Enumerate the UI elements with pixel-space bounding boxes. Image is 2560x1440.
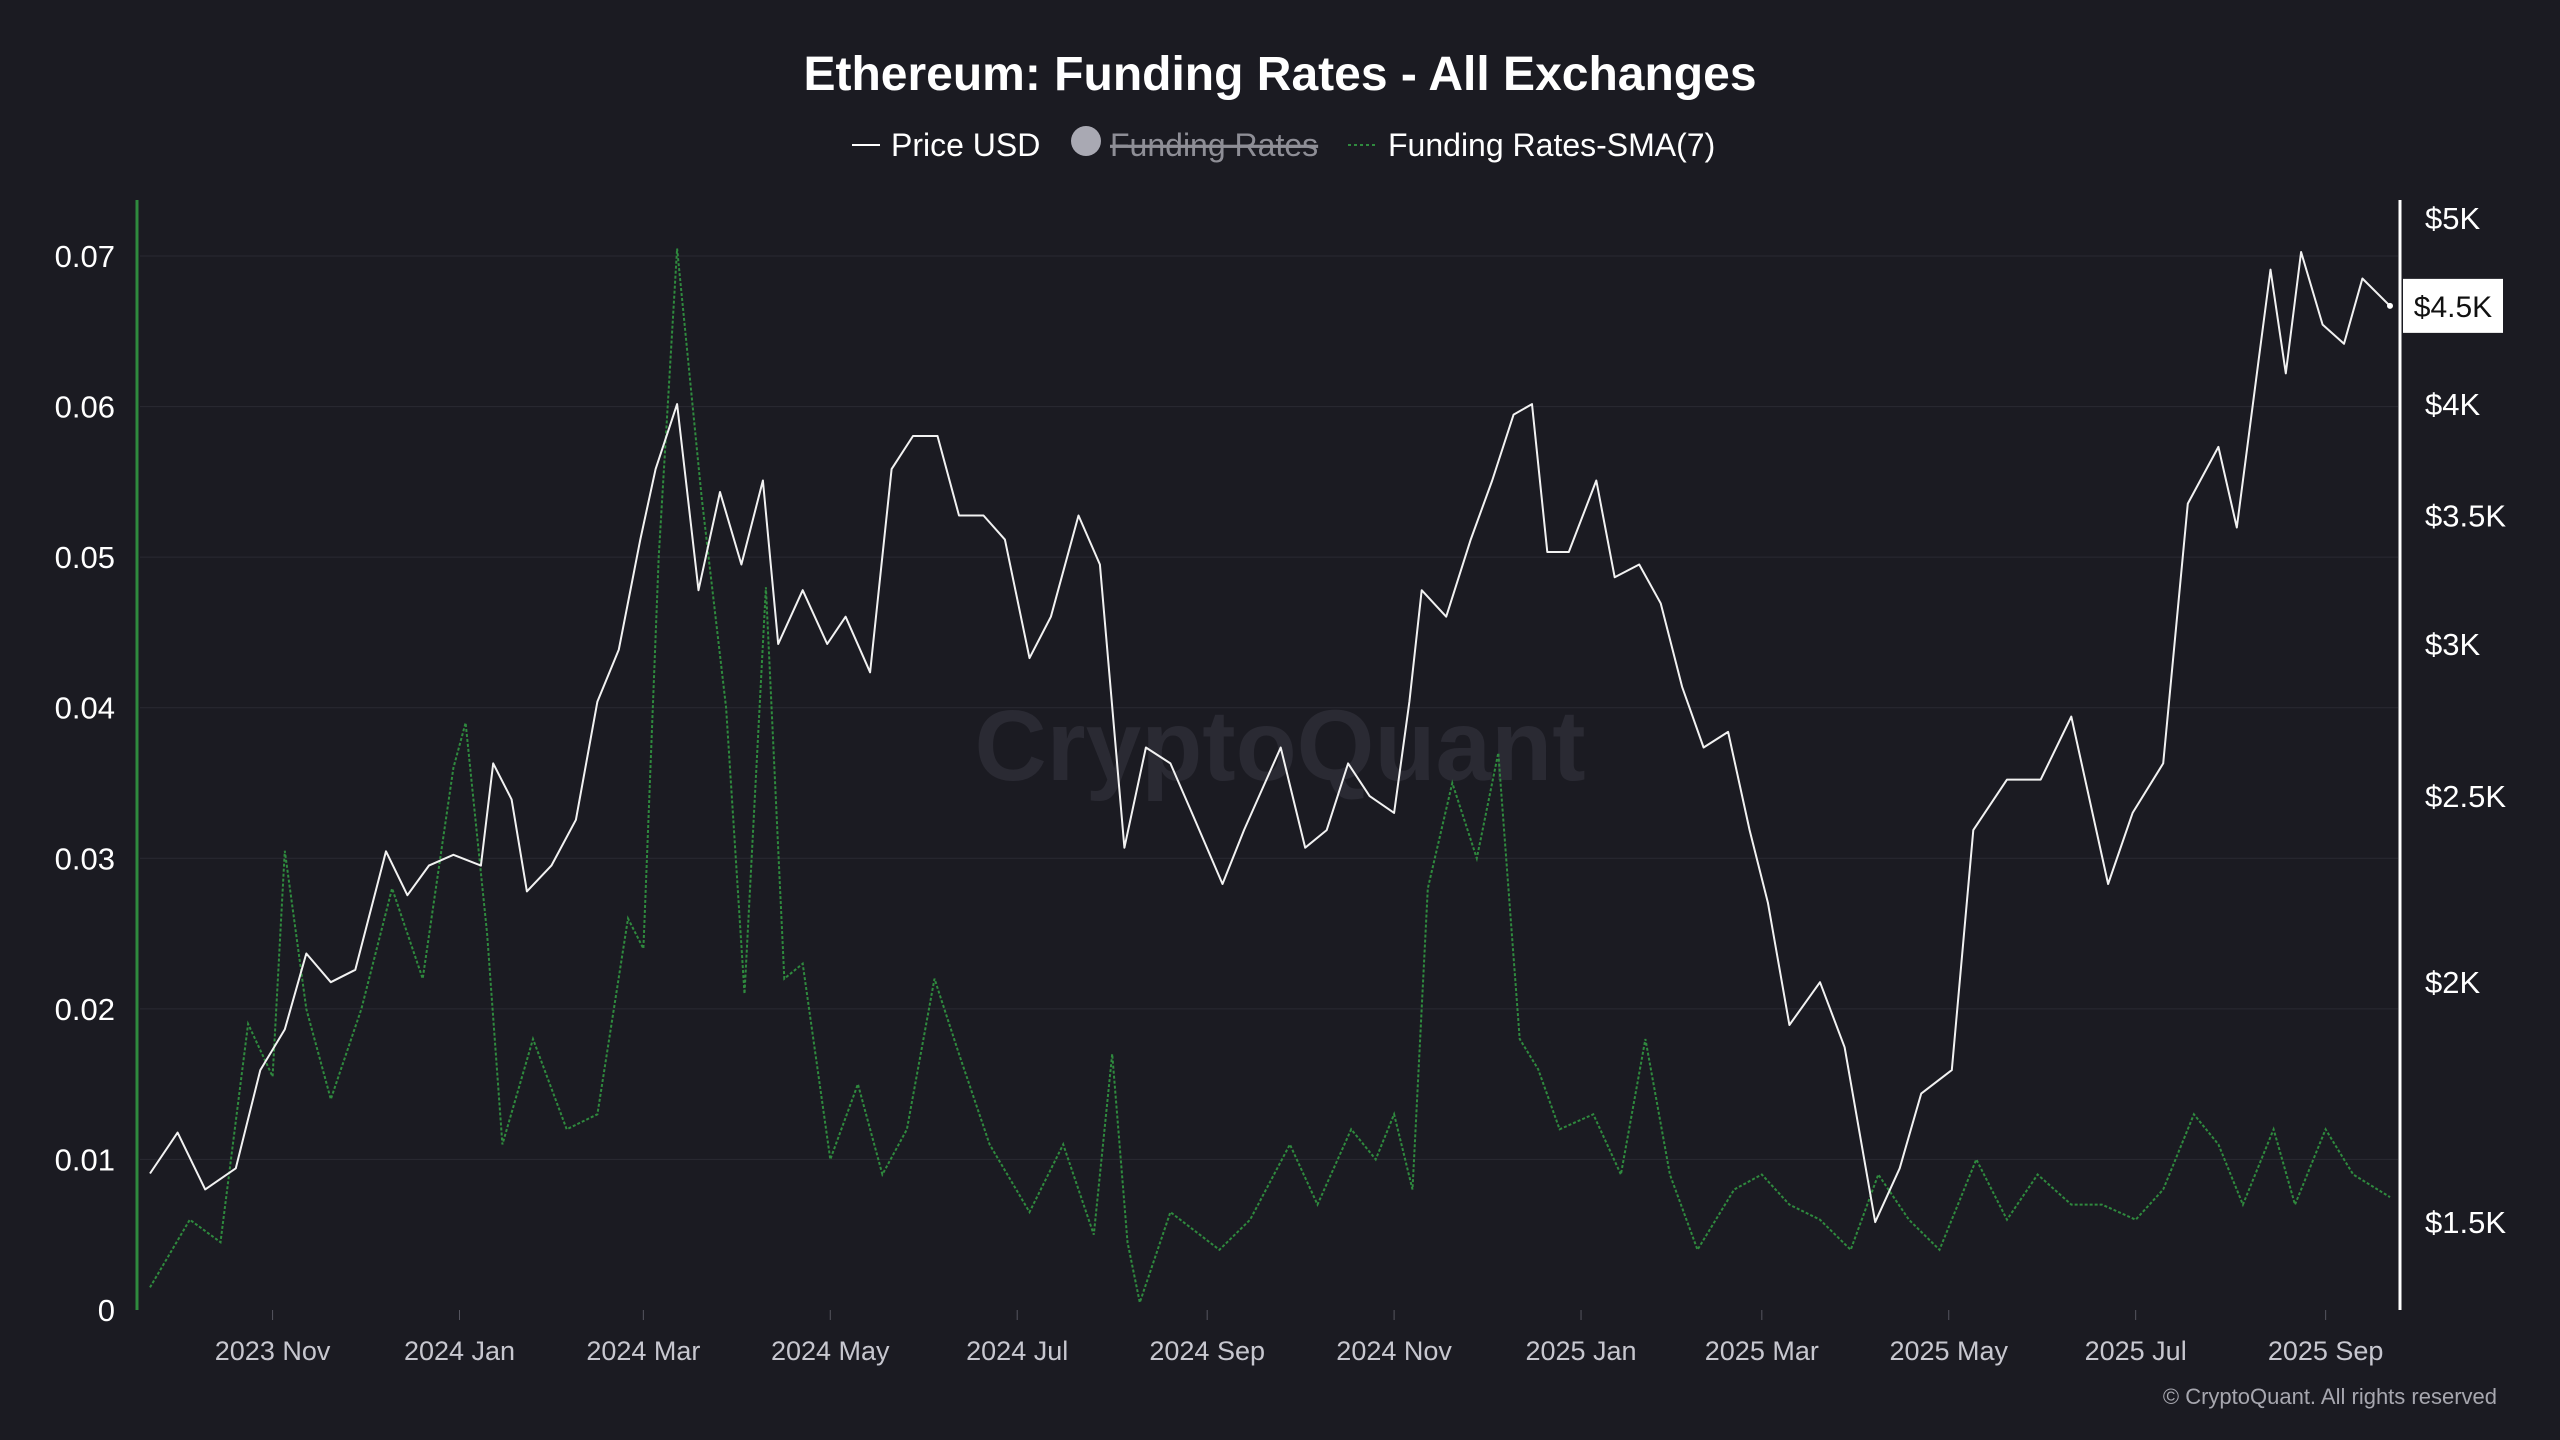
series-funding-rates-sma[interactable] xyxy=(149,248,2391,1307)
legend-item-funding-sma[interactable]: Funding Rates-SMA(7) xyxy=(1348,127,1715,163)
y-left-tick-label: 0 xyxy=(98,1293,115,1328)
y-axis-right-ticks: $1.5K $2K $2.5K $3K $3.5K $4K $5K xyxy=(2425,201,2506,1240)
x-tick-label: 2024 Jan xyxy=(404,1336,515,1366)
y-left-tick-label: 0.06 xyxy=(55,390,115,425)
y-left-tick-label: 0.01 xyxy=(55,1142,115,1177)
y-right-tick-label: $3K xyxy=(2425,627,2480,662)
legend-label-price: Price USD xyxy=(891,127,1040,163)
legend-swatch-funding-rates xyxy=(1071,126,1101,156)
x-tick-label: 2024 Sep xyxy=(1149,1336,1265,1366)
current-price-badge: $4.5K xyxy=(2403,278,2503,333)
y-left-tick-label: 0.03 xyxy=(55,841,115,876)
y-right-tick-label: $5K xyxy=(2425,201,2480,236)
x-axis-ticks: 2023 Nov 2024 Jan 2024 Mar 2024 May 2024 Jul… xyxy=(215,1310,2384,1366)
chart-title: Ethereum: Funding Rates - All Exchanges xyxy=(803,48,1756,101)
legend-label-sma: Funding Rates-SMA(7) xyxy=(1388,127,1715,163)
y-right-tick-label: $1.5K xyxy=(2425,1205,2506,1240)
legend-label-funding-rates: Funding Rates xyxy=(1110,127,1318,163)
y-right-tick-label: $2K xyxy=(2425,965,2480,1000)
y-right-tick-label: $4K xyxy=(2425,387,2480,422)
x-tick-label: 2024 Mar xyxy=(586,1336,700,1366)
series-price-usd[interactable] xyxy=(149,251,2391,1224)
y-left-tick-label: 0.05 xyxy=(55,540,115,575)
x-tick-label: 2025 Jan xyxy=(1525,1336,1636,1366)
y-left-tick-label: 0.07 xyxy=(55,239,115,274)
y-left-tick-label: 0.02 xyxy=(55,992,115,1027)
y-right-tick-label: $2.5K xyxy=(2425,779,2506,814)
price-last-point xyxy=(2387,302,2393,309)
x-tick-label: 2025 May xyxy=(1889,1336,2008,1366)
x-tick-label: 2023 Nov xyxy=(215,1336,331,1366)
x-tick-label: 2024 May xyxy=(771,1336,890,1366)
legend-item-funding-rates[interactable]: Funding Rates xyxy=(1071,126,1318,163)
x-tick-label: 2024 Jul xyxy=(966,1336,1068,1366)
copyright-text: © CryptoQuant. All rights reserved xyxy=(2163,1384,2497,1409)
gridlines xyxy=(140,255,2398,1160)
current-price-badge-bg xyxy=(2403,278,2503,333)
current-price-label: $4.5K xyxy=(2414,291,2492,324)
x-tick-label: 2025 Sep xyxy=(2268,1336,2384,1366)
legend-item-price-usd[interactable]: Price USD xyxy=(852,127,1040,163)
watermark: CryptoQuant xyxy=(974,690,1585,802)
y-left-tick-label: 0.04 xyxy=(55,691,115,726)
x-tick-label: 2025 Mar xyxy=(1705,1336,1819,1366)
x-tick-label: 2024 Nov xyxy=(1336,1336,1452,1366)
plot-area[interactable] xyxy=(149,248,2393,1307)
x-tick-label: 2025 Jul xyxy=(2085,1336,2187,1366)
y-right-tick-label: $3.5K xyxy=(2425,498,2506,533)
y-axis-left-ticks: 0 0.01 0.02 0.03 0.04 0.05 0.06 0.07 xyxy=(55,239,115,1328)
legend: Price USD Funding Rates Funding Rates-SM… xyxy=(852,126,1715,163)
